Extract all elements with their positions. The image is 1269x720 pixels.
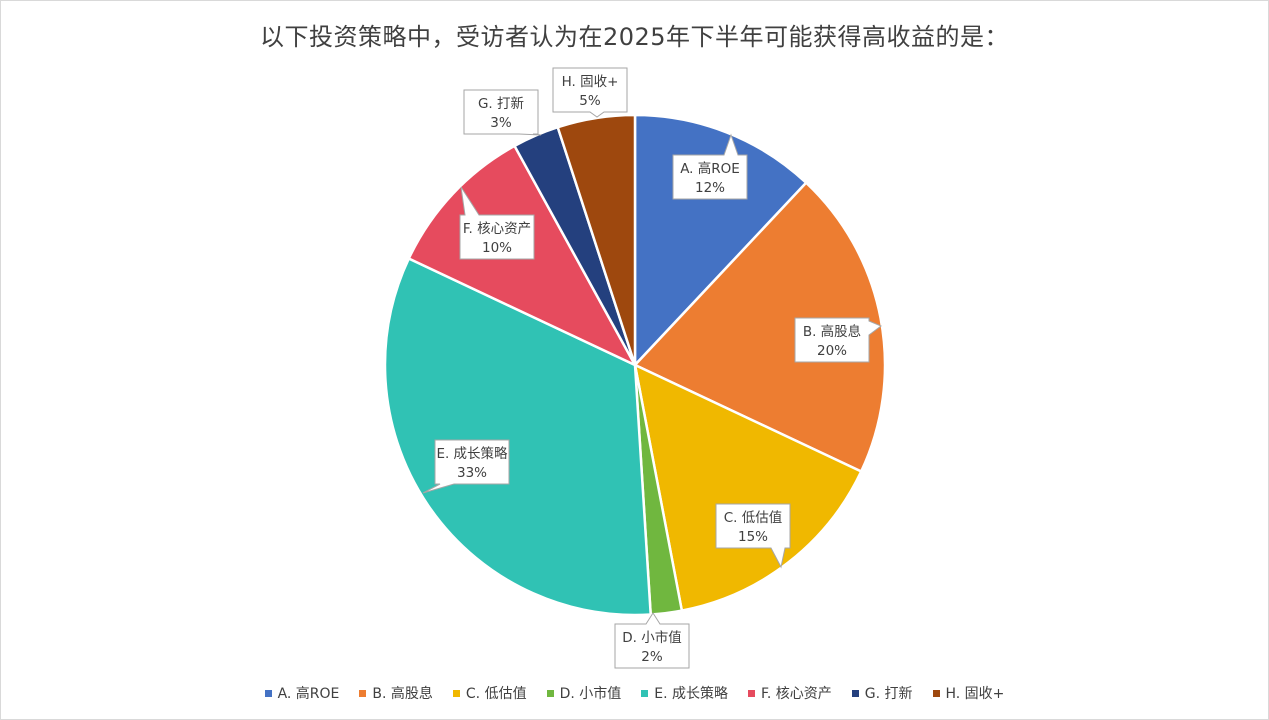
pie-slice: [632, 180, 887, 474]
callout-box: [422, 439, 510, 494]
legend-swatch: [546, 689, 554, 697]
callout-percent-label: 10%: [482, 240, 512, 256]
callout-category-label: B. 高股息: [803, 323, 861, 340]
data-callout: F. 核心资产 10%: [459, 186, 535, 260]
callout-category-label: F. 核心资产: [463, 221, 531, 237]
callout-category-label: E. 成长策略: [436, 445, 508, 462]
legend-swatch: [932, 689, 940, 697]
chart-title: 以下投资策略中，受访者认为在2025年下半年可能获得高收益的是：: [259, 23, 1010, 51]
legend-item: D. 小市值: [546, 683, 622, 703]
legend-label: H. 固收+: [945, 686, 1005, 702]
data-callout: E. 成长策略 33%: [422, 439, 510, 494]
legend: A. 高ROE B. 高股息 C. 低估值 D. 小市值 E. 成长策略 F. 核心资产 G…: [1, 683, 1268, 703]
legend-label: C. 低估值: [465, 686, 527, 702]
callout-percent-label: 5%: [579, 93, 601, 109]
callouts-layer: A. 高ROE 12% B. 高股息 20% C. 低估值 15% D. 小市值 2% E. 成…: [422, 67, 882, 669]
legend-item: C. 低估值: [452, 683, 527, 703]
callout-box: [552, 67, 628, 118]
legend-label: F. 核心资产: [761, 686, 832, 702]
legend-item: H. 固收+: [932, 683, 1005, 703]
legend-item: B. 高股息: [359, 683, 433, 703]
legend-swatch: [359, 689, 367, 697]
legend-item: G. 打新: [851, 683, 913, 703]
data-callout: C. 低估值 15%: [715, 503, 791, 569]
legend-item: F. 核心资产: [748, 683, 832, 703]
pie-slice: [383, 256, 653, 617]
callout-box: [459, 186, 535, 260]
data-callout: G. 打新 3%: [463, 89, 542, 136]
callout-box: [463, 89, 542, 136]
pie-slice: [633, 362, 863, 613]
callout-percent-label: 20%: [817, 343, 847, 359]
data-callout: B. 高股息 20%: [794, 317, 882, 363]
callout-box: [614, 612, 690, 669]
legend-swatch: [264, 689, 272, 697]
legend-item: E. 成长策略: [641, 683, 728, 703]
data-callout: D. 小市值 2%: [614, 612, 690, 669]
callout-percent-label: 2%: [641, 649, 663, 665]
callout-box: [715, 503, 791, 569]
legend-label: B. 高股息: [372, 686, 433, 702]
legend-label: G. 打新: [864, 686, 913, 702]
pie-slice: [556, 113, 637, 366]
callout-category-label: D. 小市值: [622, 629, 681, 646]
legend-swatch: [452, 689, 460, 697]
legend-label: A. 高ROE: [277, 686, 340, 702]
callout-box: [672, 133, 748, 200]
legend-swatch: [641, 689, 649, 697]
callout-category-label: H. 固收+: [562, 74, 619, 90]
legend-label: D. 小市值: [559, 686, 622, 702]
callout-box: [794, 317, 882, 363]
callout-percent-label: 15%: [738, 529, 768, 545]
callout-category-label: G. 打新: [478, 95, 524, 112]
callout-category-label: C. 低估值: [724, 510, 783, 526]
callout-category-label: A. 高ROE: [680, 160, 740, 177]
callout-percent-label: 33%: [457, 465, 487, 481]
legend-item: A. 高ROE: [264, 683, 340, 703]
callout-percent-label: 12%: [695, 180, 725, 196]
legend-swatch: [748, 689, 756, 697]
legend-swatch: [851, 689, 859, 697]
legend-label: E. 成长策略: [654, 686, 729, 702]
callout-percent-label: 3%: [490, 115, 512, 131]
data-callout: H. 固收+ 5%: [552, 67, 628, 118]
slices-layer: [383, 113, 887, 617]
data-callout: A. 高ROE 12%: [672, 133, 748, 200]
